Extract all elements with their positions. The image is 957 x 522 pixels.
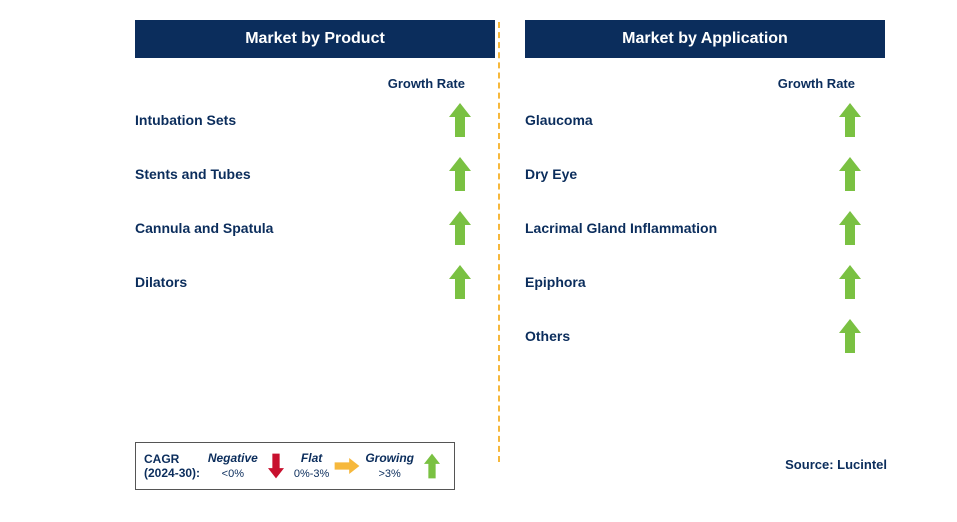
- application-rows: Glaucoma Dry Eye Lacrimal Gland Inflamma…: [525, 105, 885, 351]
- legend-arrow-up-icon: [418, 453, 446, 479]
- source-label: Source: Lucintel: [785, 457, 887, 472]
- legend-arrow-down-icon: [262, 453, 290, 479]
- growth-arrow-up-icon: [425, 265, 495, 299]
- legend: CAGR (2024-30): Negative <0% Flat 0%-3% Gr…: [135, 442, 455, 490]
- legend-item-growing: Growing >3%: [365, 451, 414, 481]
- application-row-label: Dry Eye: [525, 166, 815, 182]
- application-row: Dry Eye: [525, 159, 885, 189]
- product-row: Dilators: [135, 267, 495, 297]
- application-row: Others: [525, 321, 885, 351]
- growth-arrow-up-icon: [425, 157, 495, 191]
- panel-application-header: Market by Application: [525, 20, 885, 58]
- panel-product: Market by Product Growth Rate Intubation…: [135, 20, 495, 321]
- legend-item-flat: Flat 0%-3%: [294, 451, 329, 481]
- application-row-label: Lacrimal Gland Inflammation: [525, 220, 815, 236]
- legend-item-value: >3%: [379, 468, 401, 481]
- product-row: Stents and Tubes: [135, 159, 495, 189]
- legend-item-name: Flat: [301, 451, 322, 465]
- application-row: Epiphora: [525, 267, 885, 297]
- growth-arrow-up-icon: [815, 265, 885, 299]
- growth-arrow-up-icon: [425, 103, 495, 137]
- growth-arrow-up-icon: [815, 319, 885, 353]
- product-row: Intubation Sets: [135, 105, 495, 135]
- growth-rate-label-right: Growth Rate: [525, 76, 885, 91]
- product-row: Cannula and Spatula: [135, 213, 495, 243]
- application-row-label: Others: [525, 328, 815, 344]
- panel-application: Market by Application Growth Rate Glauco…: [525, 20, 885, 375]
- growth-arrow-up-icon: [815, 157, 885, 191]
- legend-arrow-flat-icon: [333, 458, 361, 474]
- growth-arrow-up-icon: [815, 211, 885, 245]
- growth-arrow-up-icon: [425, 211, 495, 245]
- legend-cagr-label: CAGR (2024-30):: [144, 452, 204, 481]
- legend-cagr-line2: (2024-30):: [144, 466, 200, 480]
- growth-arrow-up-icon: [815, 103, 885, 137]
- application-row: Lacrimal Gland Inflammation: [525, 213, 885, 243]
- product-row-label: Dilators: [135, 274, 425, 290]
- legend-item-name: Growing: [365, 451, 414, 465]
- legend-item-value: 0%-3%: [294, 468, 329, 481]
- product-row-label: Cannula and Spatula: [135, 220, 425, 236]
- application-row-label: Epiphora: [525, 274, 815, 290]
- panel-product-header: Market by Product: [135, 20, 495, 58]
- vertical-divider: [498, 22, 500, 462]
- legend-item-negative: Negative <0%: [208, 451, 258, 481]
- product-row-label: Intubation Sets: [135, 112, 425, 128]
- legend-items: Negative <0% Flat 0%-3% Growing >3%: [204, 451, 446, 481]
- application-row-label: Glaucoma: [525, 112, 815, 128]
- growth-rate-label-left: Growth Rate: [135, 76, 495, 91]
- product-rows: Intubation Sets Stents and Tubes Cannula…: [135, 105, 495, 297]
- application-row: Glaucoma: [525, 105, 885, 135]
- product-row-label: Stents and Tubes: [135, 166, 425, 182]
- legend-item-name: Negative: [208, 451, 258, 465]
- legend-item-value: <0%: [222, 468, 244, 481]
- legend-cagr-line1: CAGR: [144, 452, 179, 466]
